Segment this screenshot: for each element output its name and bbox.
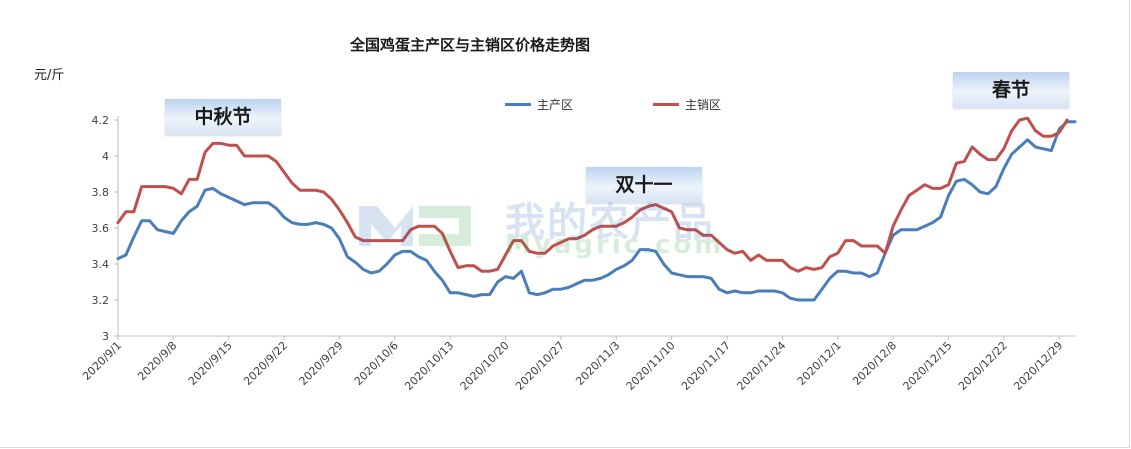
chart-title: 全国鸡蛋主产区与主销区价格走势图: [349, 36, 590, 54]
x-tick-label: 2020/9/1: [80, 339, 124, 383]
x-tick-label: 2020/11/10: [624, 339, 678, 393]
x-tick-label: 2020/10/6: [352, 339, 401, 388]
annotation-mid-autumn: 中秋节: [165, 99, 281, 135]
y-tick-label: 3.2: [92, 294, 110, 307]
series-line-main-selling: [116, 116, 1069, 273]
legend-swatch-red: [653, 103, 679, 106]
x-tick-label: 2020/12/22: [956, 339, 1010, 393]
x-tick-label: 2020/12/8: [850, 339, 899, 388]
x-tick-label: 2020/11/24: [734, 339, 788, 393]
y-tick-label: 3.8: [92, 186, 110, 199]
annotation-double-eleven: 双十一: [586, 167, 702, 203]
x-tick-label: 2020/9/29: [296, 339, 345, 388]
annotation-spring-festival: 春节: [953, 72, 1069, 108]
x-tick-label: 2020/12/29: [1011, 339, 1065, 393]
x-tick-label: 2020/9/22: [241, 339, 290, 388]
legend-label: 主产区: [537, 98, 574, 112]
y-axis-unit: 元/斤: [34, 68, 65, 83]
y-tick-label: 3.6: [92, 222, 110, 235]
x-tick-label: 2020/11/3: [573, 339, 622, 388]
series-line-main-producing: [116, 120, 1077, 302]
x-tick-label: 2020/12/15: [901, 339, 955, 393]
x-tick-label: 2020/11/17: [679, 339, 733, 393]
x-tick-label: 2020/12/1: [795, 339, 844, 388]
legend-item-main-selling: 主销区: [653, 96, 721, 113]
legend-item-main-producing: 主产区: [505, 96, 573, 113]
y-tick-label: 3.4: [92, 258, 110, 271]
y-tick-label: 4: [102, 150, 109, 163]
x-tick-label: 2020/9/15: [186, 339, 235, 388]
y-tick-label: 3: [102, 330, 109, 343]
x-tick-label: 2020/10/27: [513, 339, 567, 393]
x-tick-label: 2020/9/8: [135, 339, 179, 383]
series-lines: [116, 116, 1077, 302]
y-tick-label: 4.2: [92, 114, 110, 127]
x-tick-label: 2020/10/20: [458, 339, 512, 393]
legend-swatch-blue: [505, 103, 531, 106]
legend-label: 主销区: [685, 98, 722, 112]
x-tick-label: 2020/10/13: [402, 339, 456, 393]
